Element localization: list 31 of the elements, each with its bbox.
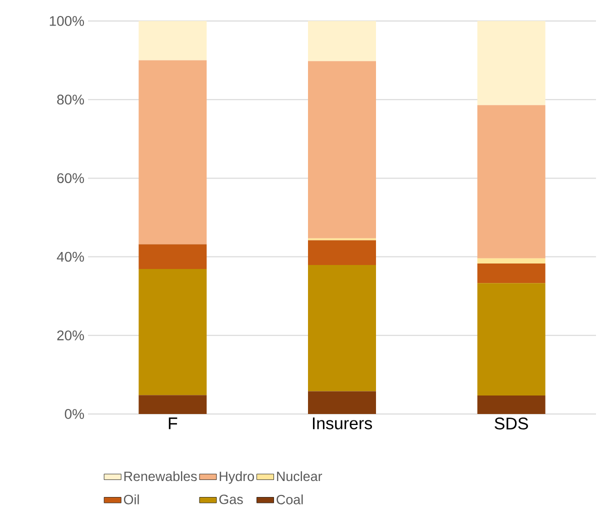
bar — [477, 105, 546, 258]
legend-label: Hydro — [220, 471, 254, 484]
bar — [138, 395, 207, 414]
bar — [138, 20, 207, 60]
bar — [477, 396, 546, 414]
bar — [308, 265, 376, 392]
y-tick-label: 100% — [50, 16, 84, 26]
bar — [477, 263, 546, 284]
y-tick-label: 60% — [57, 173, 84, 184]
y-tick-label: 40% — [56, 252, 84, 262]
bar — [477, 20, 546, 106]
y-tick-label: 80% — [57, 94, 84, 105]
bar — [138, 244, 207, 269]
y-tick-label: 20% — [57, 330, 84, 340]
legend-label: Oil — [124, 494, 139, 504]
x-tick-label: Insurers — [312, 418, 372, 430]
bar — [477, 258, 546, 264]
bar — [138, 268, 207, 396]
legend-label: Gas — [219, 494, 243, 504]
bar — [477, 283, 546, 396]
bar — [138, 60, 207, 244]
bar — [308, 61, 376, 238]
legend-label: Renewables — [124, 471, 197, 482]
bar — [308, 240, 376, 266]
x-tick-label: F — [168, 418, 178, 430]
legend-label: Coal — [276, 494, 303, 504]
bar — [308, 20, 376, 62]
bar — [308, 391, 376, 414]
legend-label: Nuclear — [277, 471, 322, 482]
y-tick-label: 0% — [64, 409, 84, 419]
x-tick-label: SDS — [494, 418, 528, 430]
